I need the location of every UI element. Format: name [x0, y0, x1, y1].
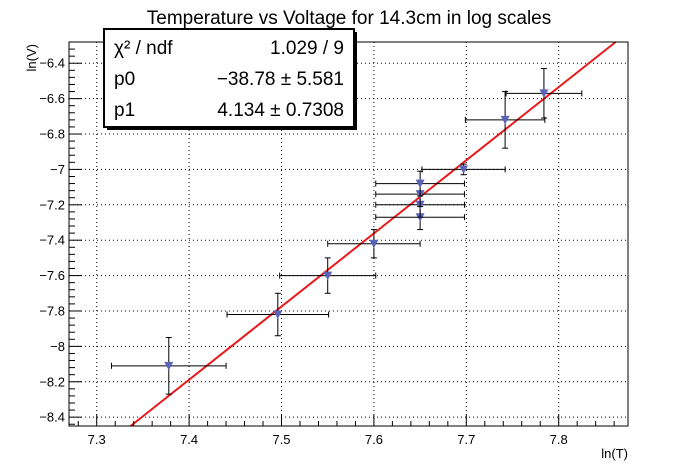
- triangle-marker: [323, 271, 333, 281]
- triangle-marker: [164, 361, 174, 371]
- stats-value: −38.78 ± 5.581: [217, 69, 344, 90]
- x-axis-title: ln(T): [601, 446, 628, 461]
- data-point: [279, 257, 377, 294]
- data-point: [111, 337, 227, 395]
- y-tick-label: −6.8: [39, 127, 65, 142]
- data-points: [111, 68, 583, 395]
- x-tick-label: 7.4: [180, 432, 198, 447]
- fit-layer: [130, 41, 617, 427]
- y-tick-label: −7: [50, 162, 65, 177]
- x-tick-label: 7.5: [272, 432, 290, 447]
- triangle-marker: [273, 310, 283, 320]
- y-tick-label: −7.2: [39, 197, 65, 212]
- triangle-marker: [369, 239, 379, 249]
- y-tick-label: −8.2: [39, 374, 65, 389]
- fit-line: [130, 41, 617, 427]
- chart-title: Temperature vs Voltage for 14.3cm in log…: [147, 8, 551, 29]
- triangle-marker: [415, 179, 425, 189]
- data-point: [464, 91, 546, 149]
- stats-label: p1: [114, 100, 135, 121]
- y-axis-title: ln(V): [24, 44, 39, 71]
- stats-label: χ² / ndf: [114, 38, 173, 59]
- data-point: [505, 68, 583, 119]
- triangle-marker: [500, 115, 510, 125]
- y-tick-label: −8: [50, 339, 65, 354]
- y-tick-label: −7.8: [39, 303, 65, 318]
- data-point: [375, 170, 465, 197]
- fit-stats-box: χ² / ndf 1.029 / 9 p0 −38.78 ± 5.581 p1 4.134…: [103, 28, 357, 130]
- x-tick-label: 7.8: [550, 432, 568, 447]
- x-tick-label: 7.3: [88, 432, 106, 447]
- y-tick-label: −7.6: [39, 268, 65, 283]
- y-tick-label: −6.6: [39, 91, 65, 106]
- x-tick-label: 7.6: [365, 432, 383, 447]
- data-point: [421, 163, 506, 176]
- stats-box-frame: [103, 28, 355, 128]
- y-tick-label: −8.4: [39, 410, 65, 425]
- stats-value: 4.134 ± 0.7308: [217, 100, 344, 121]
- data-point: [327, 229, 421, 259]
- triangle-marker: [459, 165, 469, 174]
- axes: 7.3 7.4 7.5 7.6 7.7 7.8 −8.4 −8.2 −8 −7.8 −7.6 −7.4…: [39, 41, 615, 447]
- y-tick-label: −6.4: [39, 56, 65, 71]
- y-tick-label: −7.4: [39, 233, 65, 248]
- data-point: [226, 292, 330, 337]
- stats-value: 1.029 / 9: [270, 38, 344, 59]
- x-tick-label: 7.7: [457, 432, 475, 447]
- triangle-marker: [539, 89, 549, 98]
- stats-label: p0: [114, 69, 135, 90]
